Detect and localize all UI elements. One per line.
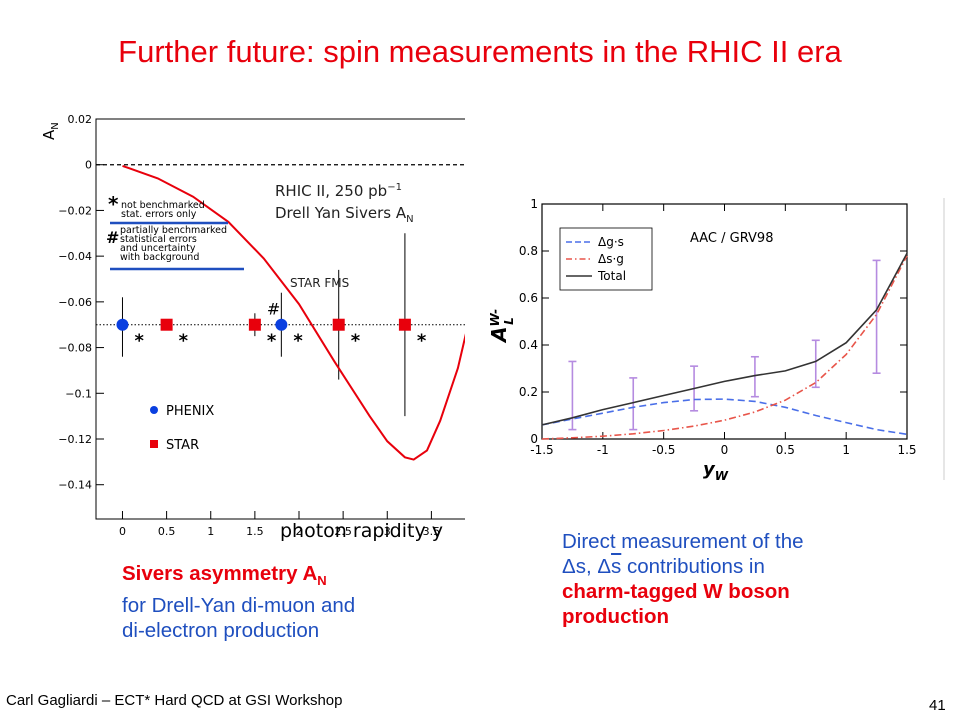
y-tick-label: 0 [530,432,538,446]
legend-dsg-label: Δs·g [598,252,624,266]
x-tick-label: 0 [721,443,729,457]
legend-phenix-label: PHENIX [166,404,214,419]
y-tick-label: 0.02 [68,113,93,126]
right-caption-line3: charm-tagged W boson [562,580,790,603]
note-hash-symbol: # [106,228,119,247]
x-tick-label: -1.5 [530,443,553,457]
y-axis-label: AN [40,122,61,140]
y-tick-label: −0.04 [58,250,92,263]
slide-footer: Carl Gagliardi – ECT* Hard QCD at GSI Wo… [6,692,343,709]
legend-star-label: STAR [166,438,199,453]
y-tick-label: −0.12 [58,433,92,446]
x-axis-label: photon rapidity y [280,520,443,542]
star-point [398,318,411,331]
x-tick-label: 1 [207,525,214,538]
x-tick-label: 3.5 [423,525,441,538]
legend-phenix-marker [150,406,158,414]
x-tick-label: -0.5 [652,443,675,457]
asterisk-marker: * [134,331,144,352]
legend-box: Δg·s Δs·g Total [559,227,653,291]
series-line [541,252,908,426]
x-tick-label: 1 [842,443,850,457]
rhic-label-line1: RHIC II, 250 pb−1 [275,182,402,200]
left-caption-line1: Sivers asymmetry A [122,562,318,585]
slide-title: Further future: spin measurements in the… [118,34,842,69]
right-caption-line2a: Δs, Δ [562,555,612,578]
right-caption-line4: production [562,605,670,628]
note-hash-line3: and uncertainty [120,243,196,254]
plot-title: AAC / GRV98 [690,231,773,246]
star-point [332,318,345,331]
y-tick-label: 0 [85,159,92,172]
x-tick-label: 0 [119,525,126,538]
star-point [160,318,173,331]
y-tick-label: −0.1 [65,387,92,400]
y-tick-label: −0.06 [58,296,92,309]
asterisk-marker: * [417,331,427,352]
x-tick-label: 2.5 [334,525,352,538]
sivers-curve [122,164,465,461]
hash-marker: # [267,300,280,319]
x-tick-label: -1 [597,443,609,457]
y-axis-label: AW-L [487,309,516,344]
y-tick-label: 0.6 [519,291,538,305]
x-tick-label: 2 [296,525,303,538]
x-tick-label: 1.5 [897,443,916,457]
right-caption: Direct measurement of the Δs, Δs contrib… [562,529,892,629]
note-star-line1: not benchmarked [121,200,205,211]
sivers-asymmetry-chart: 00.511.522.533.540.020−0.02−0.04−0.06−0.… [40,113,465,542]
note-star-symbol: * [108,192,119,216]
series-line [541,398,908,436]
note-hash-line2: statistical errors [120,234,197,245]
y-tick-label: −0.14 [58,479,92,492]
legend-star-marker [150,440,158,448]
x-tick-label: 0.5 [776,443,795,457]
asterisk-marker: * [293,331,303,352]
legend-total-label: Total [597,269,626,283]
x-tick-label: 0.5 [158,525,176,538]
left-caption-sub: N [317,573,327,589]
x-tick-label: 3 [384,525,391,538]
asterisk-marker: * [351,331,361,352]
page-number: 41 [929,697,946,714]
star-point [248,318,261,331]
note-hash-line1: partially benchmarked [120,225,227,236]
note-hash-line4: with background [120,252,199,263]
w-boson-asymmetry-chart: -1.5 -1 -0.5 0 0.5 1 1.5 0 0.2 0.4 0.6 0.8 1 AAC / G… [487,197,945,483]
asterisk-marker: * [179,331,189,352]
y-tick-label: 0.2 [519,385,538,399]
phenix-point [275,318,288,331]
x-axis-label: yW [703,459,729,483]
x-tick-label: 1.5 [246,525,264,538]
y-tick-label: 0.4 [519,338,538,352]
right-caption-line1: Direct measurement of the [562,530,804,553]
note-star-line2: stat. errors only [121,209,197,220]
legend-dgs-label: Δg·s [598,235,624,249]
y-tick-label: −0.02 [58,204,92,217]
star-fms-label: STAR FMS [290,276,349,290]
left-caption-line3: di-electron production [122,619,320,643]
right-caption-line2b: contributions in [621,555,765,578]
rhic-label-line2: Drell Yan Sivers AN [275,204,414,225]
y-tick-label: −0.08 [58,342,92,355]
asterisk-marker: * [267,331,277,352]
y-tick-label: 0.8 [519,244,538,258]
phenix-point [116,318,129,331]
series-line [541,255,908,440]
left-caption: Sivers asymmetry AN for Drell-Yan di-muo… [122,561,452,643]
left-caption-line2: for Drell-Yan di-muon and [122,594,356,618]
right-caption-sbar: s [611,555,622,578]
y-tick-label: 1 [530,197,538,211]
